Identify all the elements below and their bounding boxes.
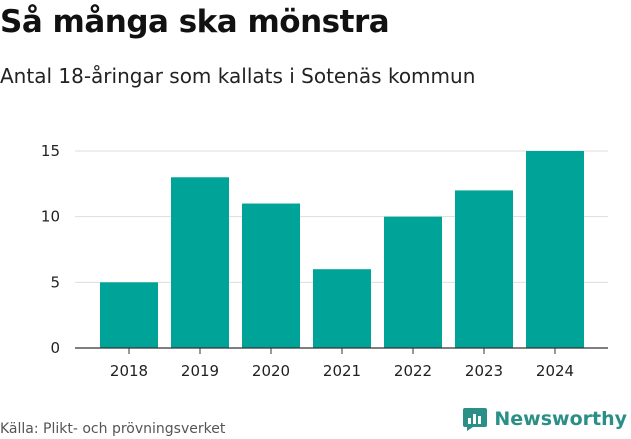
y-tick-label: 0 [50,339,60,357]
x-tick-label: 2023 [465,362,503,380]
source-note: Källa: Plikt- och prövningsverket [0,421,226,437]
bar-2022 [384,216,442,348]
y-tick-label: 15 [41,142,60,160]
y-tick-label: 10 [41,208,60,226]
bar-chart: 0 5 10 15 2018 2019 2020 2021 2022 2023 2024 [41,142,608,380]
bar-2023 [455,190,513,348]
bar-2018 [100,282,158,348]
newsworthy-logo: Newsworthy [462,406,627,432]
bar-2021 [313,269,371,348]
brand-name: Newsworthy [494,408,627,430]
chart-title: Så många ska mönstra [0,4,390,40]
x-axis [75,347,608,354]
bar-chart-speech-icon [463,408,488,431]
x-tick-label: 2022 [394,362,432,380]
x-tick-label: 2024 [536,362,574,380]
bar-2019 [171,177,229,348]
x-tick-label: 2020 [252,362,290,380]
x-tick-label: 2019 [181,362,219,380]
x-tick-label: 2021 [323,362,361,380]
chart-subtitle: Antal 18-åringar som kallats i Sotenäs k… [0,64,476,88]
x-tick-label: 2018 [110,362,148,380]
tick-labels: 0 5 10 15 2018 2019 2020 2021 2022 2023 2024 [41,142,574,380]
y-tick-label: 5 [50,273,60,291]
bar-2020 [242,203,300,348]
bar-2024 [526,151,584,348]
bars [100,151,584,348]
